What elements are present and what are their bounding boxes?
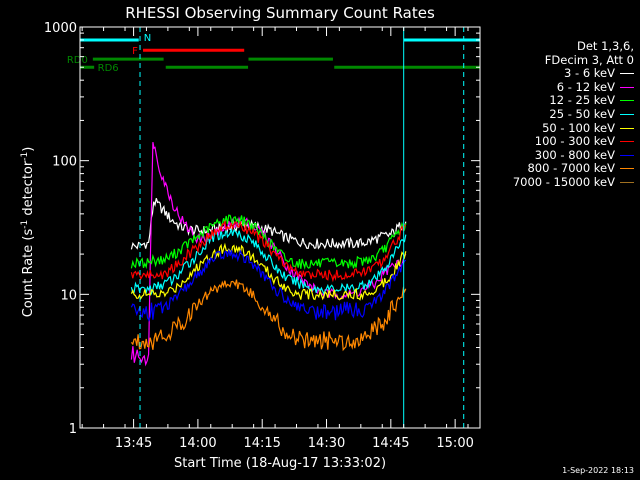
y-tick-label: 1 [69,422,77,437]
y-tick-label: 100 [52,155,77,170]
legend-entry-label: 800 - 7000 keV [527,161,615,176]
legend-entry-label: 25 - 50 keV [549,106,615,121]
interval-label: RD0 [67,55,88,66]
legend: Det 1,3,6, FDecim 3, Att 0 3 - 6 keV 6 - … [484,39,634,190]
y-axis-label-part: ) [21,147,36,152]
legend-entry-label: 6 - 12 keV [556,79,615,94]
series-line [130,214,407,270]
interval-label: N [144,33,151,44]
y-axis-label: Count Rate (s-1 detector-1) [20,147,36,318]
legend-entry: 6 - 12 keV [484,79,634,95]
y-axis-label-part: detector [21,160,36,220]
x-tick-label: 15:00 [436,436,473,451]
x-tick-label: 14:30 [308,436,345,451]
plot-frame [79,26,481,429]
series-line [130,219,406,283]
y-tick-label: 1000 [44,21,77,36]
legend-entry-label: 100 - 300 keV [534,134,615,149]
legend-entry-label: 50 - 100 keV [542,120,615,135]
legend-entry-label: 12 - 25 keV [549,93,615,108]
legend-entry-label: 3 - 6 keV [564,66,615,81]
legend-entry-label: 7000 - 15000 keV [512,174,615,189]
legend-swatch [620,100,634,102]
interval-label: F [132,46,138,57]
svg-text:Count Rate (s-1 detector-1): Count Rate (s-1 detector-1) [20,147,36,318]
axes: 1 10 100 1000 13:45 14:00 14:15 14:30 14:45 15:00 [44,21,481,451]
x-tick-label: 14:45 [372,436,409,451]
series-line [130,248,407,322]
y-axis-label-part: -1 [20,220,30,229]
legend-entry: 300 - 800 keV [484,147,634,163]
legend-swatch [620,154,634,156]
series-line [130,242,407,301]
vertical-markers [79,27,465,428]
series-line [130,279,407,352]
legend-swatch [620,141,634,143]
y-axis-label-part: -1 [20,152,30,161]
legend-swatch [620,181,634,183]
series-line [130,198,407,250]
series-line [130,228,407,296]
x-tick-label: 13:45 [115,436,152,451]
legend-entry-label: 300 - 800 keV [534,147,615,162]
legend-header-line: Det 1,3,6, [576,39,634,53]
series-line [130,141,407,367]
legend-entry: 7000 - 15000 keV [484,174,634,190]
series-group [130,141,407,367]
date-stamp: 1-Sep-2022 18:13 [562,466,634,475]
legend-swatch [620,127,634,129]
legend-swatch [620,113,634,115]
legend-entry: 25 - 50 keV [484,106,634,122]
legend-entry: 12 - 25 keV [484,94,634,108]
legend-swatch [620,73,634,75]
legend-entry: 50 - 100 keV [484,120,634,136]
x-tick-label: 14:00 [179,436,216,451]
legend-entry: 100 - 300 keV [484,134,634,149]
x-axis-label: Start Time (18-Aug-17 13:33:02) [174,456,386,471]
legend-swatch [620,86,634,88]
chart-title: RHESSI Observing Summary Count Rates [125,4,435,22]
interval-label: RD6 [98,63,119,74]
legend-header-line: FDecim 3, Att 0 [544,52,634,67]
legend-entry: 800 - 7000 keV [484,162,634,176]
legend-entry: 3 - 6 keV [484,66,634,81]
observing-intervals: NF RD0 RD6 [67,33,480,74]
y-tick-label: 10 [60,288,77,303]
x-tick-label: 14:15 [243,436,280,451]
legend-swatch [620,168,634,170]
y-axis-label-part: Count Rate (s [21,229,36,318]
